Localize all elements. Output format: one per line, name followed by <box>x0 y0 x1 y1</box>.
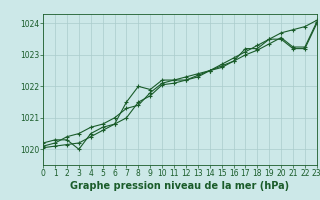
X-axis label: Graphe pression niveau de la mer (hPa): Graphe pression niveau de la mer (hPa) <box>70 181 290 191</box>
